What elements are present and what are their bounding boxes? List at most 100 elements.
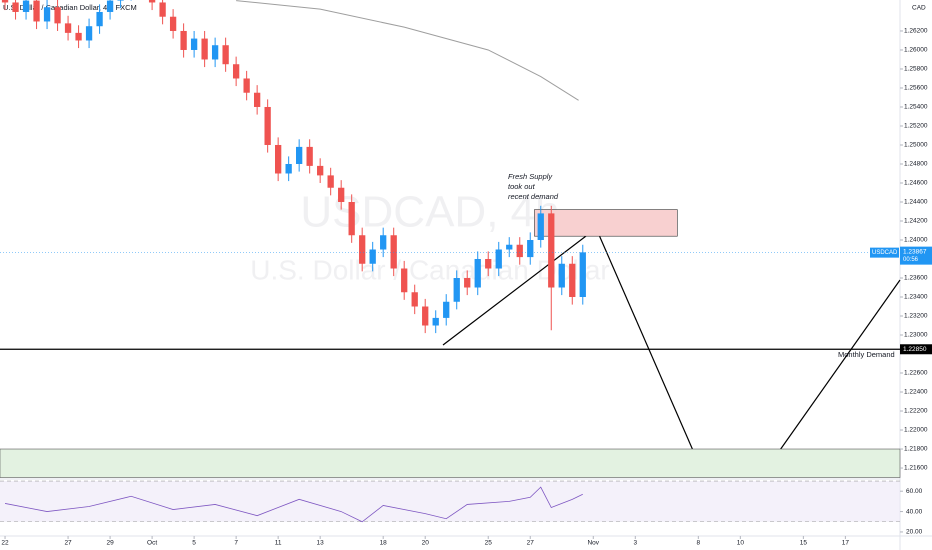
moving-average (236, 0, 579, 101)
annotation: recent demand (508, 192, 559, 201)
trend-line (595, 227, 696, 456)
x-tick-label: 7 (234, 540, 238, 547)
candle-body (75, 32, 82, 41)
trend-line (442, 232, 591, 346)
price-badge-label: 1.23867 (903, 248, 927, 255)
x-tick-label: 18 (380, 540, 388, 547)
y-tick-label: 1.26000 (904, 47, 928, 54)
candle-body (148, 0, 156, 3)
x-tick-label: 22 (1, 540, 9, 547)
demand-label: Monthly Demand (838, 350, 895, 359)
rsi-line (4, 486, 583, 523)
x-tick-label: 20 (422, 540, 430, 547)
y-tick-label: 1.24000 (904, 237, 928, 244)
candle-body (285, 163, 292, 174)
x-tick-label: Nov (587, 540, 599, 547)
y-tick-label: 1.25400 (904, 104, 928, 111)
candle-body (106, 0, 114, 12)
candle-body (1, 0, 9, 3)
candle-body (453, 278, 460, 302)
annotation: Fresh Supply (508, 172, 553, 181)
y-tick-label: 1.23000 (904, 332, 928, 339)
x-tick-label: 27 (527, 540, 535, 547)
candle-body (243, 78, 250, 93)
candle-body (22, 0, 30, 12)
x-tick-label: 8 (697, 540, 701, 547)
y-tick-label: 1.23600 (904, 275, 928, 282)
candle-body (201, 38, 208, 60)
x-tick-label: 5 (192, 540, 196, 547)
demand-zone (0, 448, 901, 478)
y-tick-label: 1.21800 (904, 446, 928, 453)
candle-body (169, 16, 177, 31)
candle-body (327, 175, 334, 188)
candle-body (401, 268, 408, 293)
x-tick-label: 3 (633, 540, 637, 547)
y-tick-label: 1.25800 (904, 66, 928, 73)
candle-body (232, 64, 240, 79)
y-tick-label: 1.26200 (904, 28, 928, 35)
annotation: took out (508, 182, 536, 191)
candle-body (211, 45, 219, 60)
demand-badge (900, 344, 932, 355)
rsi-band (0, 481, 900, 522)
candle-body (474, 258, 481, 288)
demand-badge-label: 1.22850 (903, 346, 927, 353)
x-tick-label: 10 (737, 540, 745, 547)
candle-body (338, 187, 345, 202)
candle-body (464, 278, 471, 288)
y-tick-label: 1.25000 (904, 142, 928, 149)
y-tick-label: 1.22600 (904, 370, 928, 377)
candle-body (317, 165, 324, 176)
candle-body (579, 252, 586, 298)
x-tick-label: 11 (275, 540, 282, 547)
candle-body (390, 235, 397, 269)
candle-body (180, 30, 187, 50)
candle-body (443, 301, 450, 318)
candle-body (190, 38, 198, 50)
candle-body (348, 201, 355, 236)
y-tick-label: 1.24200 (904, 218, 928, 225)
x-tick-label: 29 (106, 540, 114, 547)
candle-body (369, 249, 376, 264)
price-badge (900, 246, 932, 265)
y-tick-label: 1.22200 (904, 408, 928, 415)
candle-body (33, 0, 40, 22)
y-tick-label: 1.25600 (904, 85, 928, 92)
candle-body (296, 146, 303, 164)
candle-body (12, 2, 19, 12)
chart-title: U.S. Dollar / Canadian Dollar, 4h, FXCM (3, 3, 137, 12)
y-tick-label: 1.23400 (904, 294, 928, 301)
candle-body (527, 239, 534, 258)
supply-zone (534, 209, 678, 237)
rsi-tick-label: 20.00 (906, 529, 923, 536)
candle-body (548, 213, 555, 288)
rsi-tick-label: 40.00 (906, 508, 923, 515)
candle-body (159, 2, 166, 17)
candle-body (432, 317, 439, 326)
candle-body (54, 7, 61, 24)
rsi-tick-label: 60.00 (906, 488, 923, 495)
x-tick-label: 17 (842, 540, 850, 547)
candle-body (380, 235, 387, 250)
candle-body (222, 45, 229, 65)
y-tick-label: 1.22400 (904, 389, 928, 396)
x-tick-label: 25 (485, 540, 493, 547)
y-tick-label: 1.23200 (904, 313, 928, 320)
symbol-label: USDCAD (872, 250, 898, 256)
candle-body (537, 213, 544, 240)
candle-body (516, 244, 523, 258)
candle-body (306, 146, 313, 166)
y-tick-label: 1.25200 (904, 123, 928, 130)
candle-body (569, 263, 576, 298)
candle-body (253, 92, 261, 107)
candle-body (359, 235, 366, 264)
x-tick-label: 27 (64, 540, 72, 547)
trend-line (779, 279, 901, 451)
y-tick-label: 1.24400 (904, 199, 928, 206)
candle-body (506, 244, 513, 250)
y-tick-label: 1.21600 (904, 465, 928, 472)
x-tick-label: Oct (147, 540, 157, 547)
candle-body (495, 249, 502, 269)
